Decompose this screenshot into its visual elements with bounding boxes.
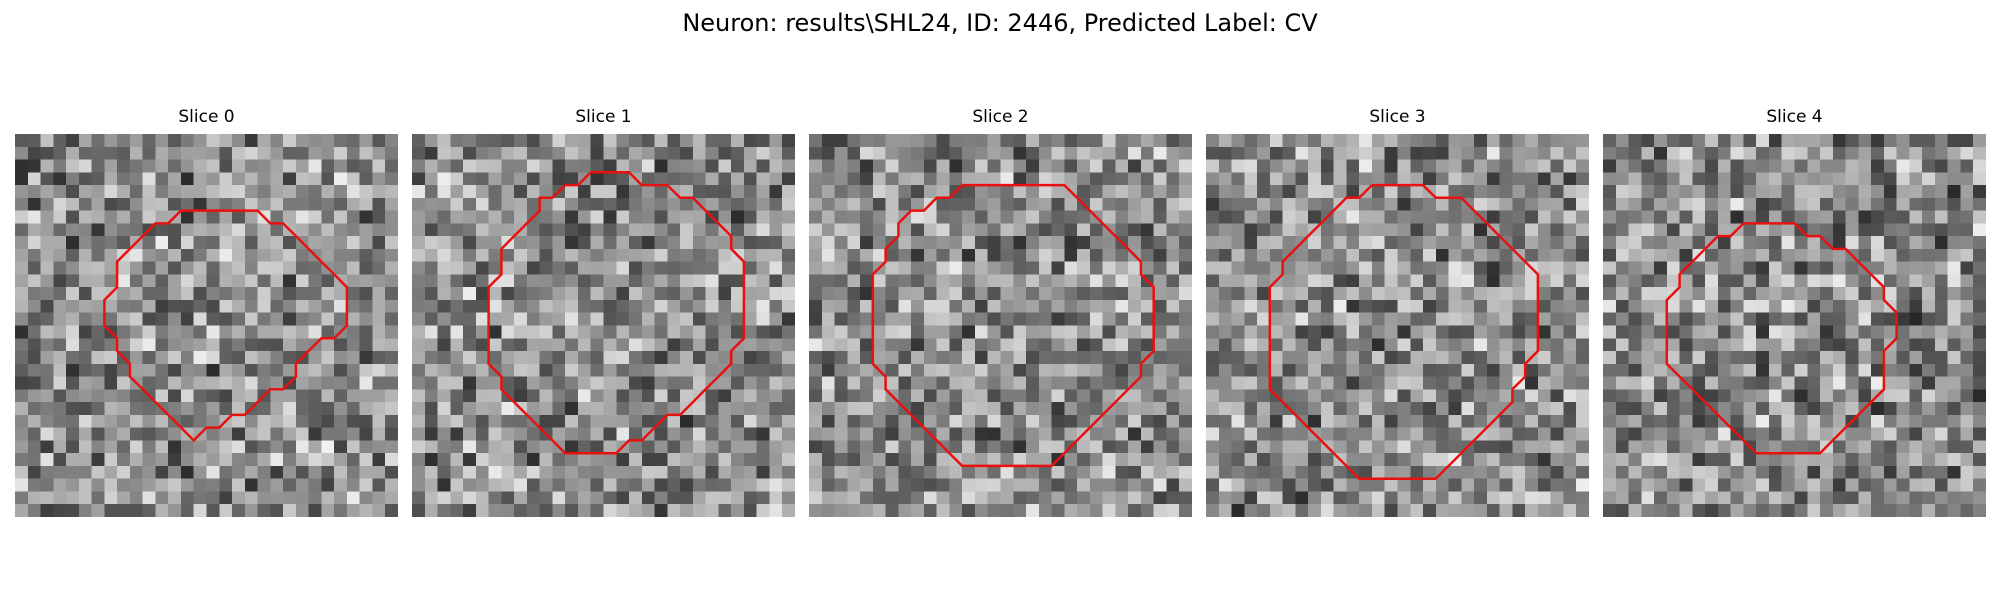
- slice-panel-3: Slice 3: [1206, 105, 1589, 517]
- slice-panel-1: Slice 1: [412, 105, 795, 517]
- slice-image-2: [809, 134, 1192, 517]
- roi-contour-4: [1665, 222, 1898, 455]
- slice-panel-0: Slice 0: [15, 105, 398, 517]
- roi-contour-1: [487, 171, 746, 455]
- figure-title: Neuron: results\SHL24, ID: 2446, Predict…: [682, 9, 1318, 37]
- slice-title-2: Slice 2: [972, 107, 1029, 127]
- roi-contour-0: [103, 209, 349, 443]
- slice-title-1: Slice 1: [575, 107, 632, 127]
- slice-title-4: Slice 4: [1766, 107, 1823, 127]
- roi-contour-2: [871, 183, 1155, 468]
- slice-title-0: Slice 0: [178, 107, 235, 127]
- slice-image-4: [1603, 134, 1986, 517]
- slice-panel-4: Slice 4: [1603, 105, 1986, 517]
- grayscale-image-0: [15, 134, 398, 517]
- slice-image-0: [15, 134, 398, 517]
- slice-title-3: Slice 3: [1369, 107, 1426, 127]
- slice-image-1: [412, 134, 795, 517]
- slice-panel-2: Slice 2: [809, 105, 1192, 517]
- roi-contour-3: [1268, 183, 1540, 480]
- slice-image-3: [1206, 134, 1589, 517]
